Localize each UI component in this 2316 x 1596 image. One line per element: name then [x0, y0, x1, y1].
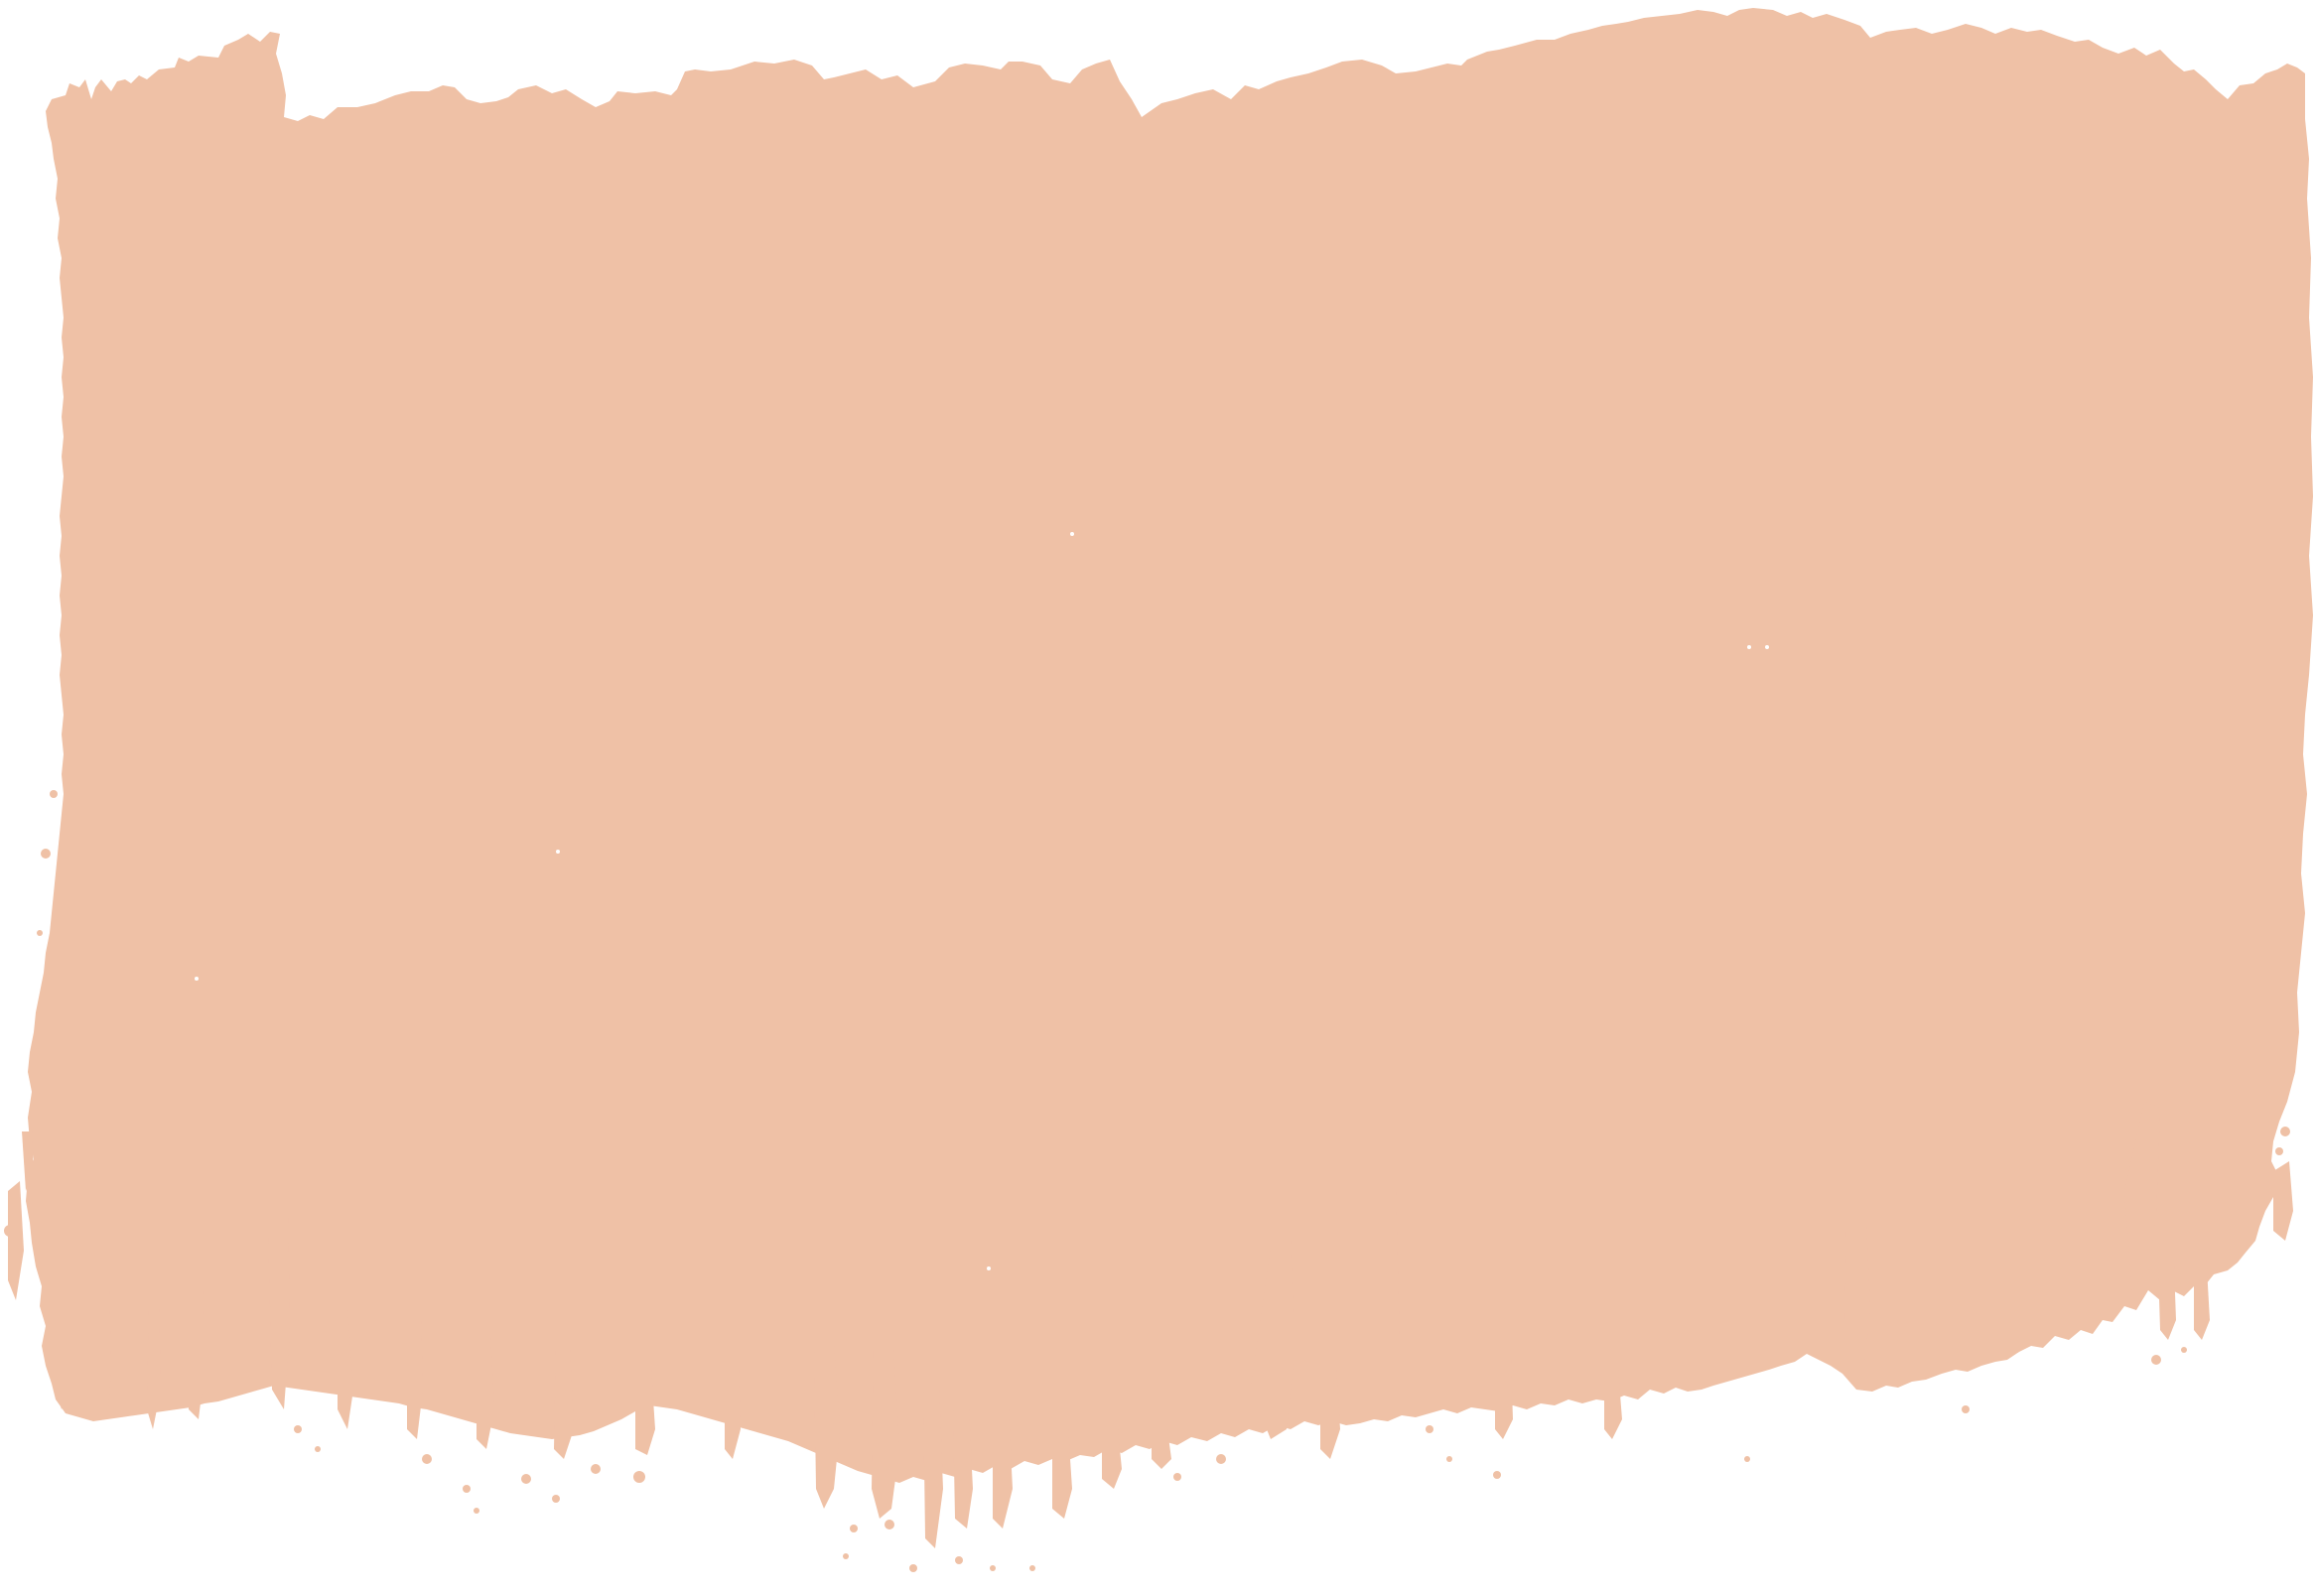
brush-stroke-body [26, 8, 2313, 1483]
paint-gaps [195, 532, 1769, 1270]
paint-drips [8, 1102, 2293, 1548]
brush-stroke [4, 8, 2313, 1572]
paint-spatter [4, 790, 2290, 1572]
